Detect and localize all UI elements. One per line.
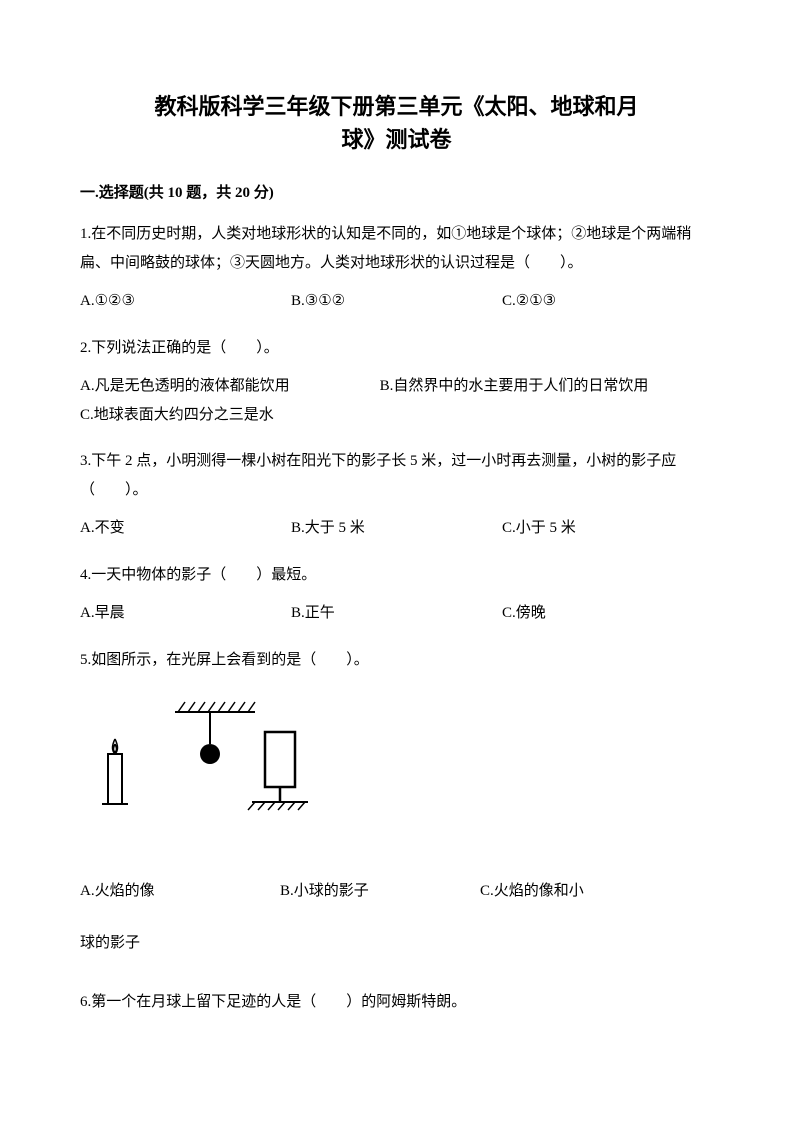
question-5: 5.如图所示，在光屏上会看到的是（ ）。 [80,646,713,970]
q3-option-b: B.大于 5 米 [291,514,502,543]
q3-option-c: C.小于 5 米 [502,514,713,543]
title-line-1: 教科版科学三年级下册第三单元《太阳、地球和月 [80,90,713,123]
q6-text: 6.第一个在月球上留下足迹的人是（ ）的阿姆斯特朗。 [80,988,713,1017]
title-line-2: 球》测试卷 [80,123,713,156]
question-6: 6.第一个在月球上留下足迹的人是（ ）的阿姆斯特朗。 [80,988,713,1017]
q5-option-c: C.火焰的像和小 [480,865,584,918]
q5-text: 5.如图所示，在光屏上会看到的是（ ）。 [80,646,713,675]
q4-option-c: C.傍晚 [502,599,713,628]
q1-option-c: C.②①③ [502,287,713,316]
q1-option-b: B.③①② [291,287,502,316]
question-1: 1.在不同历史时期，人类对地球形状的认知是不同的，如①地球是个球体；②地球是个两… [80,220,713,316]
q3-text: 3.下午 2 点，小明测得一棵小树在阳光下的影子长 5 米，过一小时再去测量，小… [80,447,713,504]
q1-options: A.①②③ B.③①② C.②①③ [80,287,713,316]
screen-icon [248,732,308,810]
q5-option-b: B.小球的影子 [280,865,480,918]
q5-option-a: A.火焰的像 [80,865,280,918]
question-4: 4.一天中物体的影子（ ）最短。 A.早晨 B.正午 C.傍晚 [80,561,713,628]
q5-diagram [100,684,713,835]
q3-option-a: A.不变 [80,514,291,543]
section-1-header: 一.选择题(共 10 题，共 20 分) [80,181,713,202]
q4-options: A.早晨 B.正午 C.傍晚 [80,599,713,628]
physics-diagram-svg [100,684,330,824]
exam-title: 教科版科学三年级下册第三单元《太阳、地球和月 球》测试卷 [80,90,713,156]
question-2: 2.下列说法正确的是（ ）。 A.凡是无色透明的液体都能饮用 B.自然界中的水主… [80,334,713,430]
hanging-ball-icon [200,712,220,764]
q5-option-c-cont: 球的影子 [80,917,713,970]
q1-option-a: A.①②③ [80,287,291,316]
q4-option-b: B.正午 [291,599,502,628]
q2-options: A.凡是无色透明的液体都能饮用 B.自然界中的水主要用于人们的日常饮用 C.地球… [80,372,713,429]
q1-text: 1.在不同历史时期，人类对地球形状的认知是不同的，如①地球是个球体；②地球是个两… [80,220,713,277]
ceiling-hatching [175,702,255,712]
q5-options: A.火焰的像B.小球的影子C.火焰的像和小 球的影子 [80,865,713,970]
q4-option-a: A.早晨 [80,599,291,628]
question-3: 3.下午 2 点，小明测得一棵小树在阳光下的影子长 5 米，过一小时再去测量，小… [80,447,713,543]
q4-text: 4.一天中物体的影子（ ）最短。 [80,561,713,590]
q3-options: A.不变 B.大于 5 米 C.小于 5 米 [80,514,713,543]
candle-icon [102,739,128,804]
q2-text: 2.下列说法正确的是（ ）。 [80,334,713,363]
